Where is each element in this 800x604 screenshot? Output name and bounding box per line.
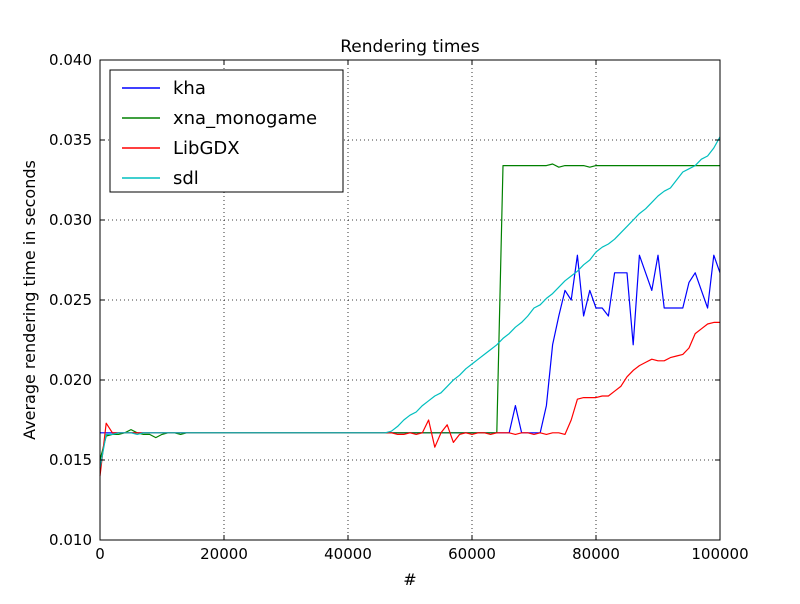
grid-layer xyxy=(100,60,720,540)
legend-label: xna_monogame xyxy=(173,108,317,129)
legend-label: LibGDX xyxy=(173,138,240,159)
y-tick-label: 0.040 xyxy=(49,51,92,69)
y-axis-label: Average rendering time in seconds xyxy=(20,160,39,440)
x-axis-label: # xyxy=(403,570,416,589)
y-tick-label: 0.025 xyxy=(49,291,92,309)
x-tick-label: 100000 xyxy=(691,545,748,563)
chart-title: Rendering times xyxy=(340,37,480,57)
x-tick-label: 60000 xyxy=(448,545,496,563)
series-line-LibGDX xyxy=(99,321,720,477)
x-tick-label: 80000 xyxy=(572,545,620,563)
x-tick-label: 40000 xyxy=(324,545,372,563)
legend: kha xna_monogame LibGDX sdl xyxy=(109,69,344,193)
legend-label: kha xyxy=(173,78,206,99)
series-layer xyxy=(99,136,721,477)
legend-label: sdl xyxy=(173,168,199,189)
x-tick-label: 20000 xyxy=(200,545,248,563)
series-line-sdl xyxy=(99,136,721,469)
y-tick-label: 0.010 xyxy=(49,531,92,549)
y-tick-label: 0.020 xyxy=(49,371,92,389)
y-tick-label: 0.015 xyxy=(49,451,92,469)
x-tick-label: 0 xyxy=(95,545,105,563)
ticks-layer: 0 20000 40000 60000 80000 100000 0.010 0.015 0.0… xyxy=(49,51,749,563)
legend-box xyxy=(109,69,344,193)
y-tick-label: 0.035 xyxy=(49,131,92,149)
y-tick-label: 0.030 xyxy=(49,211,92,229)
series-line-kha xyxy=(100,254,721,434)
